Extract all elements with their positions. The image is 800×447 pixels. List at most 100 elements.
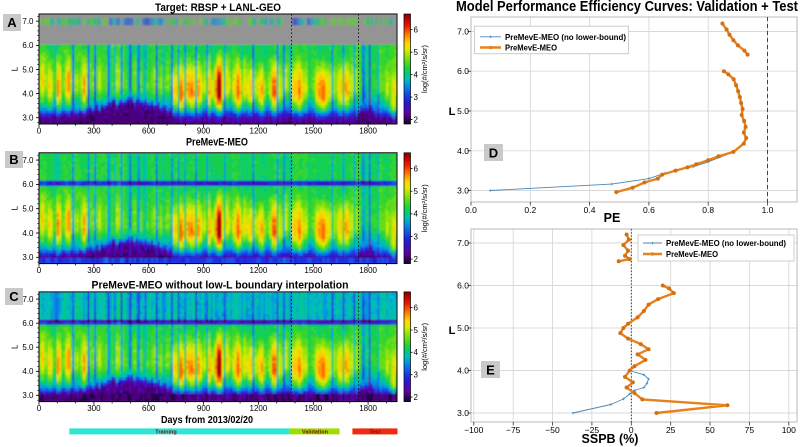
- svg-text:2: 2: [414, 255, 419, 264]
- svg-text:PreMevE-MEO: PreMevE-MEO: [186, 137, 248, 149]
- svg-text:1500: 1500: [304, 127, 322, 136]
- svg-text:PreMevE-MEO (no lower-bound): PreMevE-MEO (no lower-bound): [666, 239, 786, 248]
- svg-text:4: 4: [414, 348, 419, 357]
- svg-text:6.0: 6.0: [22, 180, 34, 189]
- svg-text:900: 900: [197, 127, 211, 136]
- svg-text:D: D: [489, 146, 498, 161]
- svg-text:C: C: [9, 289, 19, 304]
- svg-text:600: 600: [142, 404, 156, 413]
- svg-text:E: E: [486, 363, 495, 378]
- svg-text:300: 300: [87, 404, 101, 413]
- svg-text:3.0: 3.0: [457, 408, 469, 418]
- svg-text:L: L: [449, 106, 456, 118]
- svg-text:6: 6: [414, 164, 419, 173]
- svg-text:Target: RBSP + LANL-GEO: Target: RBSP + LANL-GEO: [155, 2, 281, 14]
- svg-text:5.0: 5.0: [22, 205, 34, 214]
- svg-text:0.2: 0.2: [524, 205, 536, 215]
- svg-text:−100: −100: [464, 425, 483, 435]
- svg-text:L: L: [449, 325, 456, 337]
- svg-text:0: 0: [37, 127, 42, 136]
- svg-text:600: 600: [142, 127, 156, 136]
- svg-text:−75: −75: [506, 425, 521, 435]
- svg-text:0: 0: [629, 425, 634, 435]
- svg-text:7.0: 7.0: [22, 295, 34, 304]
- svg-text:5.0: 5.0: [457, 106, 469, 116]
- svg-text:3.0: 3.0: [22, 253, 34, 262]
- svg-text:2: 2: [414, 393, 419, 402]
- svg-text:4.0: 4.0: [22, 229, 34, 238]
- svg-text:1500: 1500: [304, 404, 322, 413]
- svg-text:6: 6: [414, 26, 419, 35]
- svg-text:1800: 1800: [359, 404, 377, 413]
- svg-text:PreMevE-MEO: PreMevE-MEO: [666, 250, 719, 259]
- svg-text:4: 4: [414, 210, 419, 219]
- svg-text:7.0: 7.0: [457, 238, 469, 248]
- svg-text:5: 5: [414, 326, 419, 335]
- svg-text:0: 0: [37, 404, 42, 413]
- svg-text:Validation: Validation: [302, 430, 329, 436]
- svg-text:log(#/cm²/s/sr): log(#/cm²/s/sr): [420, 322, 429, 370]
- svg-text:0.0: 0.0: [465, 205, 477, 215]
- svg-text:4.0: 4.0: [22, 367, 34, 376]
- svg-text:7.0: 7.0: [22, 17, 34, 26]
- svg-text:3: 3: [414, 371, 419, 380]
- svg-text:6.0: 6.0: [457, 66, 469, 76]
- svg-text:4.0: 4.0: [457, 366, 469, 376]
- svg-text:300: 300: [87, 266, 101, 275]
- svg-text:7.0: 7.0: [457, 27, 469, 37]
- svg-text:B: B: [9, 152, 18, 167]
- svg-text:1800: 1800: [359, 266, 377, 275]
- svg-text:3.0: 3.0: [457, 186, 469, 196]
- svg-text:75: 75: [745, 425, 755, 435]
- svg-text:log(#/cm²/s/sr): log(#/cm²/s/sr): [420, 184, 429, 232]
- svg-text:6: 6: [414, 303, 419, 312]
- svg-text:100: 100: [782, 425, 796, 435]
- svg-text:300: 300: [87, 127, 101, 136]
- svg-text:Test: Test: [370, 430, 381, 436]
- svg-text:PreMevE-MEO without low-L boun: PreMevE-MEO without low-L boundary inter…: [92, 280, 349, 292]
- svg-text:4: 4: [414, 70, 419, 79]
- svg-text:L: L: [11, 66, 20, 71]
- svg-text:5.0: 5.0: [457, 323, 469, 333]
- svg-text:3: 3: [414, 232, 419, 241]
- svg-text:1200: 1200: [250, 266, 268, 275]
- svg-text:Model Performance Efficiency C: Model Performance Efficiency Curves: Val…: [456, 0, 798, 15]
- svg-text:600: 600: [142, 266, 156, 275]
- svg-text:L: L: [11, 344, 20, 349]
- svg-text:6.0: 6.0: [22, 41, 34, 50]
- svg-text:900: 900: [197, 404, 211, 413]
- svg-text:25: 25: [666, 425, 676, 435]
- svg-text:log(#/cm²/s/sr): log(#/cm²/s/sr): [420, 45, 429, 93]
- svg-text:−50: −50: [545, 425, 560, 435]
- svg-text:PreMevE-MEO (no lower-bound): PreMevE-MEO (no lower-bound): [505, 33, 626, 42]
- svg-text:5: 5: [414, 187, 419, 196]
- svg-text:1200: 1200: [250, 127, 268, 136]
- svg-text:3.0: 3.0: [22, 391, 34, 400]
- svg-text:0.6: 0.6: [643, 205, 655, 215]
- svg-text:L: L: [11, 205, 20, 210]
- svg-text:0.4: 0.4: [584, 205, 596, 215]
- svg-text:0: 0: [37, 266, 42, 275]
- svg-text:4.0: 4.0: [22, 89, 34, 98]
- svg-text:A: A: [7, 15, 17, 30]
- svg-text:1200: 1200: [250, 404, 268, 413]
- svg-text:50: 50: [705, 425, 715, 435]
- svg-text:5.0: 5.0: [22, 343, 34, 352]
- svg-text:Training: Training: [155, 430, 176, 436]
- svg-text:6.0: 6.0: [22, 319, 34, 328]
- svg-text:5: 5: [414, 48, 419, 57]
- svg-text:PreMevE-MEO: PreMevE-MEO: [505, 44, 558, 53]
- svg-text:4.0: 4.0: [457, 146, 469, 156]
- svg-text:0.8: 0.8: [702, 205, 714, 215]
- svg-text:1.0: 1.0: [762, 205, 774, 215]
- svg-text:7.0: 7.0: [22, 156, 34, 165]
- svg-text:5.0: 5.0: [22, 65, 34, 74]
- svg-text:3.0: 3.0: [22, 114, 34, 123]
- svg-text:2: 2: [414, 115, 419, 124]
- svg-text:PE: PE: [604, 211, 621, 225]
- svg-text:3: 3: [414, 93, 419, 102]
- svg-text:−25: −25: [585, 425, 600, 435]
- svg-text:Days from 2013/02/20: Days from 2013/02/20: [161, 415, 253, 426]
- svg-text:1800: 1800: [359, 127, 377, 136]
- svg-text:6.0: 6.0: [457, 281, 469, 291]
